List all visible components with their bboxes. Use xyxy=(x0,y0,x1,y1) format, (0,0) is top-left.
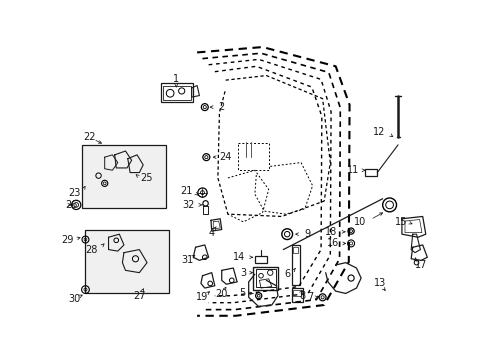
Text: 28: 28 xyxy=(85,244,98,255)
Text: 18: 18 xyxy=(325,227,337,237)
Text: 2: 2 xyxy=(218,102,224,112)
Text: 9: 9 xyxy=(304,229,309,239)
Text: 26: 26 xyxy=(65,200,78,210)
Text: 1: 1 xyxy=(173,73,179,84)
Bar xyxy=(291,245,299,285)
Bar xyxy=(293,289,301,296)
Bar xyxy=(163,86,190,100)
Bar xyxy=(364,169,377,176)
Text: 19: 19 xyxy=(196,292,208,302)
Text: 25: 25 xyxy=(140,173,152,183)
Bar xyxy=(291,288,302,302)
Text: 22: 22 xyxy=(83,132,95,142)
Text: 14: 14 xyxy=(232,252,244,262)
Bar xyxy=(253,266,277,289)
Text: 6: 6 xyxy=(284,269,290,279)
Bar xyxy=(293,247,297,253)
Text: 4: 4 xyxy=(208,228,214,238)
Text: 20: 20 xyxy=(215,289,227,299)
Bar xyxy=(82,145,165,208)
Text: 16: 16 xyxy=(326,238,339,248)
Text: 8: 8 xyxy=(299,291,305,301)
Text: 27: 27 xyxy=(133,291,145,301)
Text: 12: 12 xyxy=(373,127,385,137)
Text: 29: 29 xyxy=(61,235,74,244)
Text: 10: 10 xyxy=(353,217,366,227)
Text: 32: 32 xyxy=(182,200,194,210)
Bar xyxy=(85,230,168,293)
Text: 11: 11 xyxy=(346,165,359,175)
Text: 30: 30 xyxy=(68,294,81,304)
Text: 15: 15 xyxy=(394,217,407,227)
Text: 7: 7 xyxy=(306,292,313,302)
Text: 24: 24 xyxy=(219,152,231,162)
Bar xyxy=(255,269,275,287)
Text: 13: 13 xyxy=(373,278,385,288)
Bar xyxy=(254,256,266,264)
Text: 31: 31 xyxy=(181,255,193,265)
Bar xyxy=(161,83,193,103)
Text: 21: 21 xyxy=(180,186,192,196)
Text: 23: 23 xyxy=(68,188,81,198)
Text: 5: 5 xyxy=(239,288,245,298)
Text: 17: 17 xyxy=(414,260,427,270)
Text: 3: 3 xyxy=(240,267,246,278)
